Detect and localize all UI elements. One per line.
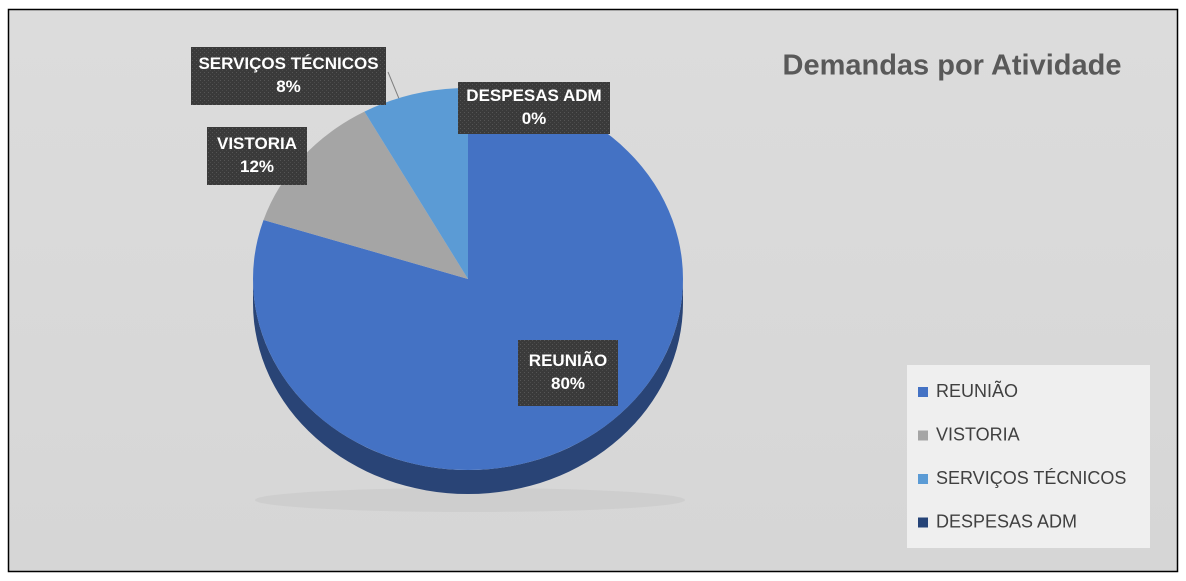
- data-label-box: [518, 340, 618, 406]
- pie-slice: [263, 111, 468, 279]
- legend-label: REUNIÃO: [936, 380, 1018, 401]
- pie-shadow: [255, 488, 685, 512]
- data-label-category: REUNIÃO: [529, 350, 607, 370]
- data-label-value: 80%: [551, 374, 585, 393]
- legend: [907, 365, 1150, 548]
- legend-label: DESPESAS ADM: [936, 511, 1077, 531]
- data-label-value: 8%: [276, 77, 301, 96]
- data-label: SERVIÇOS TÉCNICOS 8%: [198, 54, 378, 96]
- data-label: REUNIÃO 80%: [529, 350, 607, 393]
- legend-label: SERVIÇOS TÉCNICOS: [936, 468, 1126, 488]
- data-label: DESPESAS ADM 0%: [466, 86, 601, 128]
- data-label-category: DESPESAS ADM: [466, 86, 601, 105]
- data-label-box: [207, 127, 307, 185]
- data-label: VISTORIA 12%: [217, 134, 297, 176]
- legend-swatch: [918, 430, 928, 441]
- chart-title: Demandas por Atividade: [783, 50, 1122, 82]
- legend-swatch: [918, 517, 928, 528]
- data-label-value: 0%: [522, 109, 547, 128]
- legend-swatch: [918, 474, 928, 484]
- pie-slice: [364, 88, 468, 279]
- data-label-box: [191, 47, 386, 105]
- data-label-category: VISTORIA: [217, 134, 297, 153]
- legend-label: VISTORIA: [936, 424, 1020, 444]
- data-label-value: 12%: [240, 157, 274, 176]
- data-label-category: SERVIÇOS TÉCNICOS: [198, 54, 378, 73]
- legend-swatch: [918, 387, 928, 397]
- data-label-box: [458, 82, 610, 134]
